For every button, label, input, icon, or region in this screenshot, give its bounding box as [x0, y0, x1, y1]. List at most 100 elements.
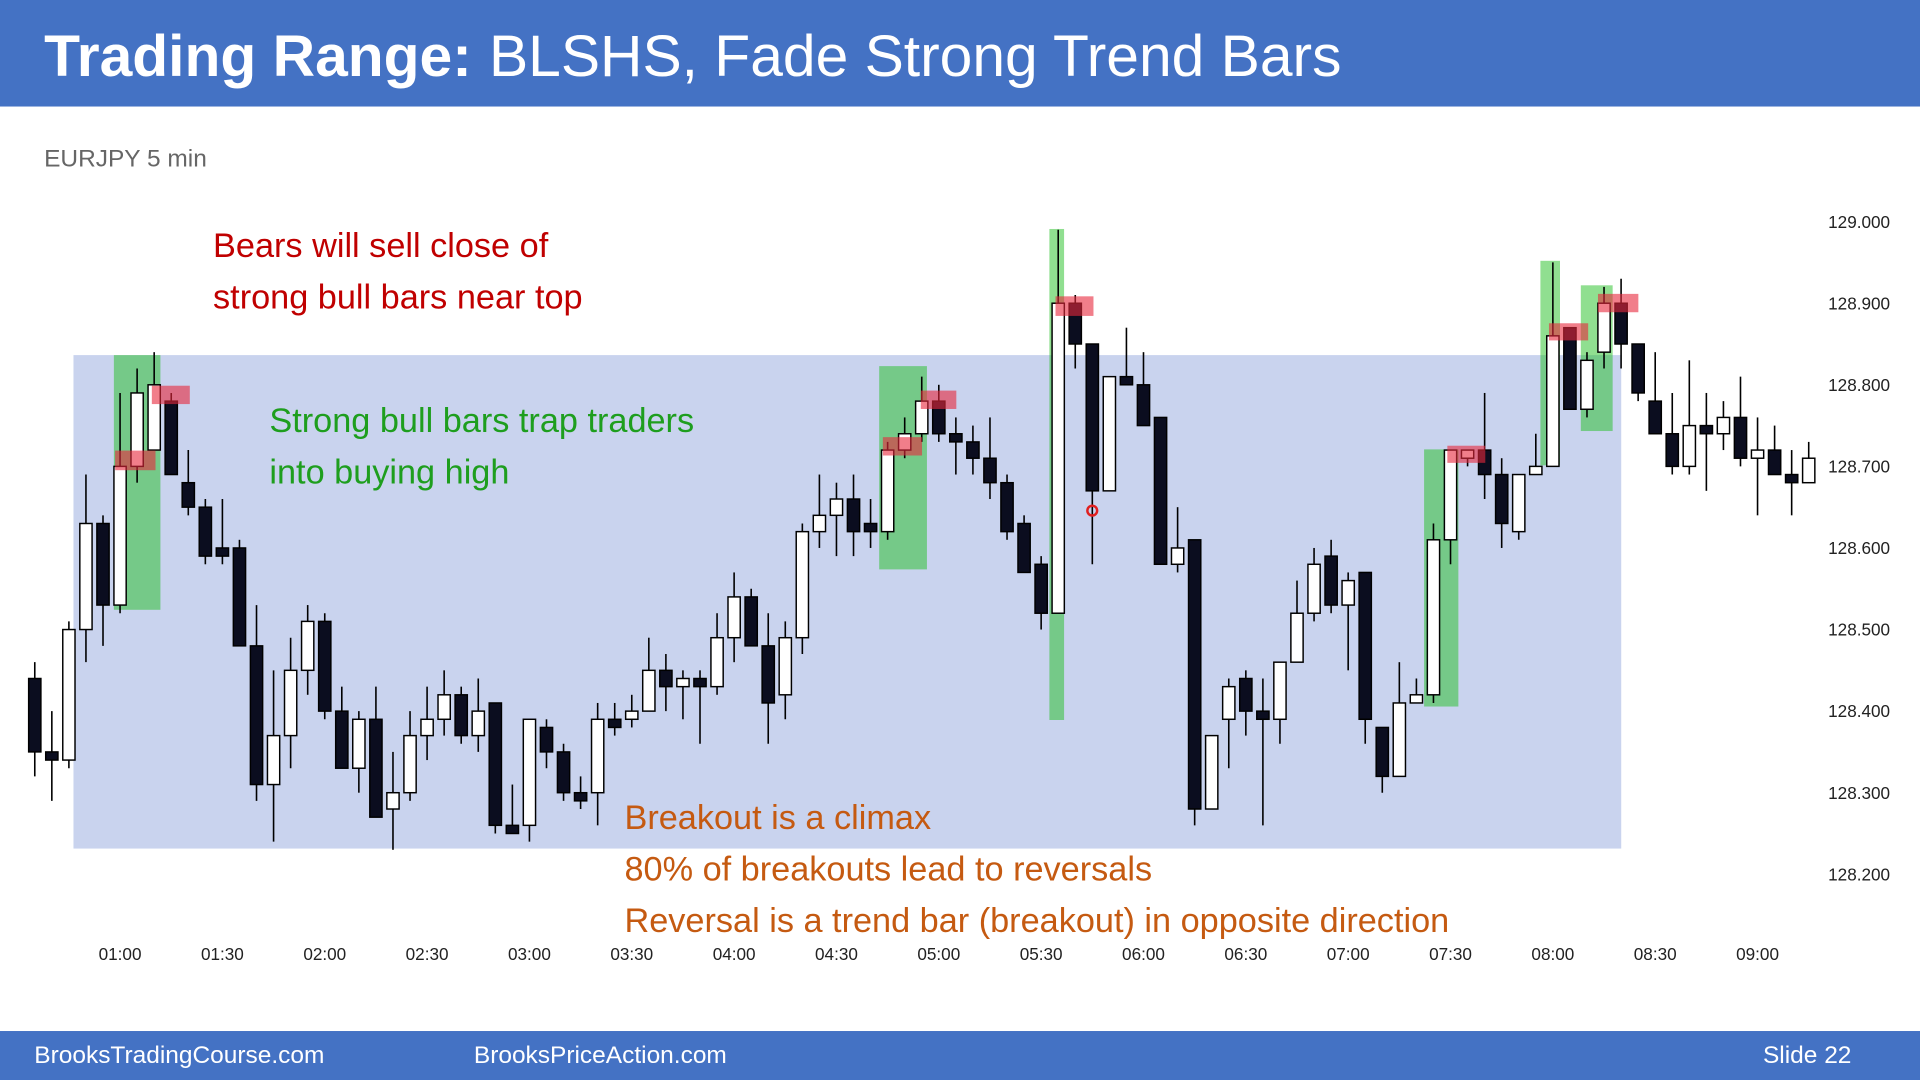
y-tick-label: 128.600 — [1828, 538, 1890, 558]
candle-body — [505, 824, 520, 835]
candle-body — [1648, 400, 1663, 435]
x-tick-label: 01:00 — [99, 944, 142, 964]
x-tick-label: 08:00 — [1531, 944, 1574, 964]
y-tick-label: 128.400 — [1828, 701, 1890, 721]
candle-body — [1392, 702, 1407, 778]
candle-body — [232, 547, 247, 647]
candle-body — [1699, 424, 1714, 435]
candle-body — [1051, 302, 1066, 614]
x-tick-label: 07:00 — [1327, 944, 1370, 964]
highlight — [920, 390, 957, 409]
x-tick-label: 02:00 — [303, 944, 346, 964]
candle-body — [1767, 449, 1782, 476]
candle-body — [334, 710, 349, 769]
candle-body — [471, 710, 486, 737]
x-tick-label: 02:30 — [406, 944, 449, 964]
candle-body — [266, 734, 281, 786]
candle-body — [590, 718, 605, 794]
chart-subtitle: EURJPY 5 min — [44, 146, 207, 173]
candle-body — [624, 710, 639, 721]
y-tick-label: 129.000 — [1828, 212, 1890, 232]
candle-body — [1256, 710, 1270, 721]
highlight — [882, 437, 923, 456]
candle-body — [1716, 416, 1731, 435]
candle-body — [62, 628, 76, 761]
candle-body — [283, 669, 298, 737]
candle-body — [1631, 343, 1646, 394]
candle-body — [113, 465, 127, 606]
candle-body — [1358, 571, 1373, 721]
candle-body — [761, 645, 776, 704]
highlight — [151, 385, 190, 405]
x-tick-label: 03:30 — [610, 944, 653, 964]
annotation: 80% of breakouts lead to reversals — [624, 850, 1152, 888]
candle-body — [522, 718, 537, 827]
candle-body — [1375, 726, 1390, 778]
annotation: into buying high — [269, 454, 509, 492]
candle-body — [1528, 465, 1543, 476]
candle-body — [641, 669, 656, 712]
candle-body — [96, 522, 110, 606]
footer-left: BrooksTradingCourse.com — [34, 1042, 324, 1069]
x-tick-label: 05:30 — [1020, 944, 1063, 964]
candle-body — [1238, 677, 1253, 712]
candle-body — [386, 791, 400, 810]
candle-body — [1017, 522, 1031, 574]
sell-highlights — [115, 293, 1639, 471]
candle-body — [300, 620, 315, 672]
header-bar — [0, 0, 1920, 107]
candle-body — [1273, 661, 1287, 721]
y-tick-label: 128.200 — [1828, 864, 1890, 884]
x-tick-label: 01:30 — [201, 944, 244, 964]
title-bold: Trading Range: — [44, 24, 472, 89]
candle-body — [369, 718, 383, 818]
x-tick-label: 06:30 — [1224, 944, 1267, 964]
candle-body — [812, 514, 827, 533]
x-tick-label: 07:30 — [1429, 944, 1472, 964]
candle-body — [693, 677, 707, 688]
y-tick-label: 128.700 — [1828, 456, 1890, 476]
candle-body — [1784, 473, 1799, 484]
candle-body — [795, 530, 810, 639]
candle-body — [1580, 359, 1594, 411]
candle-body — [1733, 416, 1748, 459]
annotation: Strong bull bars trap traders — [269, 402, 694, 440]
candle-body — [215, 547, 230, 557]
candle-body — [44, 751, 59, 761]
footer-right: Slide 22 — [1763, 1042, 1851, 1069]
x-tick-label: 09:00 — [1736, 944, 1779, 964]
candle-body — [1085, 343, 1100, 492]
candle-body — [1102, 375, 1117, 492]
candle-body — [420, 718, 434, 737]
candle-body — [1682, 424, 1697, 468]
cursor-dot — [1086, 504, 1099, 517]
candle-body — [949, 433, 963, 443]
x-tick-label: 04:30 — [815, 944, 858, 964]
candle-body — [1136, 384, 1151, 427]
y-tick-label: 128.500 — [1828, 620, 1890, 640]
candle-body — [778, 636, 793, 696]
x-tick-label: 03:00 — [508, 944, 551, 964]
candles — [27, 229, 1816, 850]
annotation: Reversal is a trend bar (breakout) in op… — [624, 902, 1449, 940]
candle-body — [1801, 457, 1816, 484]
x-tick-label: 05:00 — [917, 944, 960, 964]
candle-body — [403, 734, 417, 794]
candle-body — [1426, 539, 1441, 696]
candle-body — [437, 694, 452, 721]
candle-body — [164, 400, 179, 476]
candle-body — [352, 718, 366, 769]
candle-body — [181, 481, 196, 508]
x-tick-label: 06:00 — [1122, 944, 1165, 964]
candle-body — [317, 620, 332, 712]
candle-body — [1494, 473, 1509, 525]
title-rest: BLSHS, Fade Strong Trend Bars — [489, 24, 1342, 89]
candle-body — [198, 506, 213, 557]
candle-body — [1153, 416, 1168, 566]
candle-body — [966, 441, 980, 459]
candle-body — [659, 669, 673, 688]
candle-body — [863, 522, 878, 533]
candle-body — [556, 751, 571, 794]
